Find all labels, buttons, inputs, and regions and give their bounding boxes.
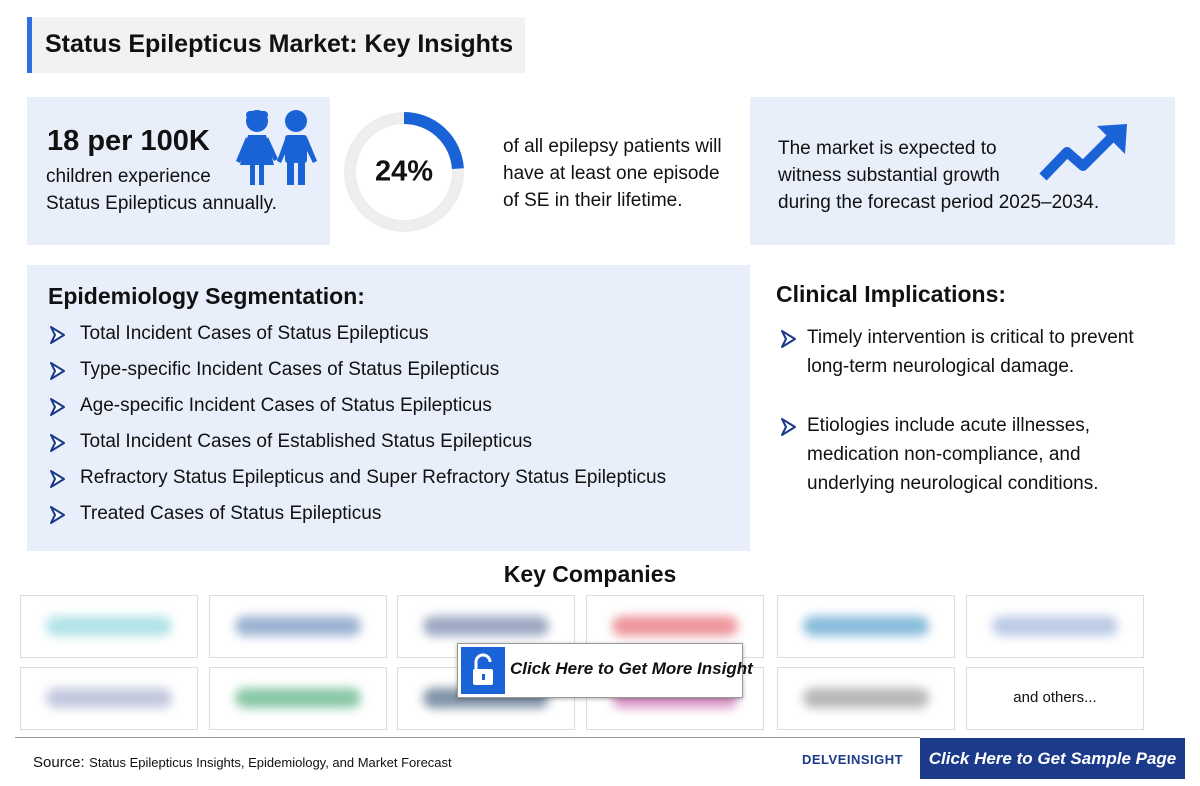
- bullet-icon: [50, 506, 65, 524]
- insight-button-label: Click Here to Get More Insight: [510, 659, 753, 678]
- incidence-text: children experience Status Epilepticus a…: [46, 163, 277, 217]
- text-line: children experience: [46, 166, 211, 187]
- segmentation-title: Epidemiology Segmentation:: [48, 283, 365, 309]
- item-text: medication non-compliance, and: [807, 444, 1081, 465]
- item-text: Etiologies include acute illnesses,: [807, 415, 1091, 436]
- title-accent: [27, 17, 32, 73]
- text-line: Status Epilepticus annually.: [46, 193, 277, 214]
- item-text: Total Incident Cases of Status Epileptic…: [80, 323, 429, 344]
- brand-logo: DELVEINSIGHT: [802, 752, 904, 767]
- lock-icon: [461, 647, 505, 694]
- bullet-icon: [50, 326, 65, 344]
- segmentation-card: Epidemiology Segmentation: Total Inciden…: [27, 265, 750, 551]
- bullet-icon: [781, 330, 796, 348]
- source: Source: Status Epilepticus Insights, Epi…: [33, 754, 452, 772]
- item-text: long-term neurological damage.: [807, 356, 1075, 377]
- bullet-icon: [781, 418, 796, 436]
- company-logo: [777, 667, 955, 730]
- incidence-card: 18 per 100K children experience Status E…: [27, 97, 330, 245]
- companies-title: Key Companies: [503, 561, 677, 587]
- blurred-logo: [46, 616, 172, 636]
- lifetime-text: of all epilepsy patients will have at le…: [503, 133, 722, 214]
- blurred-logo: [803, 616, 929, 636]
- item-text: Timely intervention is critical to preve…: [807, 327, 1134, 348]
- company-logo: [20, 595, 198, 658]
- blurred-logo: [992, 616, 1118, 636]
- children-icon: [236, 110, 317, 185]
- donut-arc: [403, 112, 464, 170]
- company-logo: [20, 667, 198, 730]
- item-text: Type-specific Incident Cases of Status E…: [80, 359, 500, 380]
- sample-button[interactable]: Click Here to Get Sample Page: [920, 738, 1185, 779]
- clinical-title: Clinical Implications:: [776, 281, 1007, 307]
- others-text: and others...: [1013, 689, 1097, 706]
- bullet-icon: [50, 434, 65, 452]
- blurred-logo: [235, 616, 361, 636]
- company-logo: [209, 595, 387, 658]
- growth-card: The market is expected to witness substa…: [750, 97, 1175, 245]
- percent-label: 24%: [375, 156, 433, 188]
- insight-button[interactable]: Click Here to Get More Insight: [457, 643, 753, 698]
- blurred-logo: [423, 616, 549, 636]
- blurred-logo: [46, 688, 172, 708]
- company-logo: and others...: [966, 667, 1144, 730]
- growth-arrow-icon: [1039, 124, 1127, 181]
- incidence-headline: 18 per 100K: [47, 125, 210, 157]
- item-text: Age-specific Incident Cases of Status Ep…: [80, 395, 492, 416]
- blurred-logo: [235, 688, 361, 708]
- blurred-logo: [612, 616, 738, 636]
- title: Status Epilepticus Market: Key Insights: [45, 30, 514, 58]
- item-text: Total Incident Cases of Established Stat…: [80, 431, 533, 452]
- item-text: underlying neurological conditions.: [807, 473, 1099, 494]
- footer-rule: [15, 737, 920, 738]
- text-line: of all epilepsy patients will: [503, 136, 722, 157]
- text-line: The market is expected to: [778, 138, 997, 159]
- source-text: Status Epilepticus Insights, Epidemiolog…: [89, 755, 452, 770]
- bullet-icon: [50, 398, 65, 416]
- sample-button-label: Click Here to Get Sample Page: [928, 749, 1177, 768]
- text-line: of SE in their lifetime.: [503, 190, 683, 211]
- percent-donut: 24%: [344, 112, 464, 232]
- item-text: Treated Cases of Status Epilepticus: [80, 503, 382, 524]
- bullet-icon: [50, 362, 65, 380]
- company-logo: [966, 595, 1144, 658]
- title-box: Status Epilepticus Market: Key Insights: [27, 17, 525, 73]
- growth-text: The market is expected to witness substa…: [778, 135, 1099, 216]
- company-logo: [777, 595, 955, 658]
- text-line: during the forecast period 2025–2034.: [778, 192, 1100, 213]
- item-text: Refractory Status Epilepticus and Super …: [80, 467, 667, 488]
- bullet-icon: [50, 470, 65, 488]
- blurred-logo: [803, 688, 929, 708]
- company-logo: [209, 667, 387, 730]
- text-line: witness substantial growth: [778, 165, 1000, 186]
- text-line: have at least one episode: [503, 163, 720, 184]
- source-label: Source:: [33, 754, 85, 771]
